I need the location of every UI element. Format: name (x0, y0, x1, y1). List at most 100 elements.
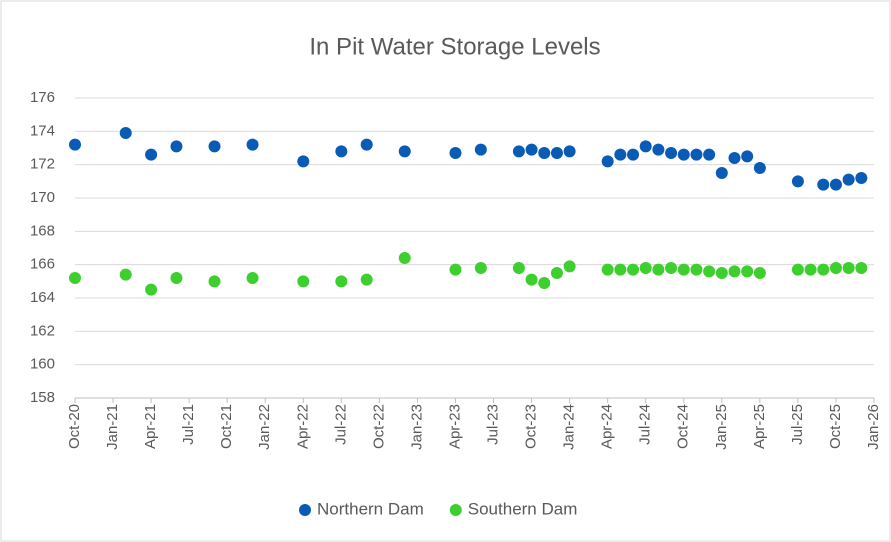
data-point (791, 263, 804, 276)
data-point (665, 262, 678, 274)
data-point (208, 275, 221, 288)
data-point (474, 262, 487, 274)
data-point (119, 268, 132, 281)
data-point (525, 143, 538, 156)
data-point (728, 265, 741, 278)
data-point (741, 265, 754, 278)
data-point (145, 283, 158, 296)
x-tick-label: Jan-22 (256, 404, 273, 450)
data-point (715, 267, 728, 279)
data-point (614, 148, 627, 161)
data-point (627, 148, 640, 161)
data-point (855, 172, 868, 184)
data-point (335, 145, 348, 158)
data-point (652, 143, 665, 156)
data-point (538, 147, 551, 159)
data-point (690, 263, 703, 276)
legend-marker (449, 504, 462, 516)
y-tick-label: 162 (30, 322, 55, 339)
x-tick-label: Oct-25 (827, 404, 844, 449)
data-point (360, 273, 373, 286)
data-point (614, 263, 627, 276)
data-point (119, 127, 132, 139)
x-tick-label: Oct-20 (66, 404, 83, 449)
data-point (208, 140, 221, 153)
data-point (842, 262, 855, 274)
x-tick-label: Jan-21 (104, 404, 121, 450)
data-point (855, 262, 868, 274)
data-point (817, 263, 830, 276)
data-point (563, 260, 576, 273)
x-tick-label: Jul-25 (789, 404, 806, 445)
data-point (842, 173, 855, 186)
data-point (297, 275, 310, 288)
x-tick-label: Oct-22 (370, 404, 387, 449)
data-point (804, 263, 817, 276)
x-tick-label: Jul-23 (484, 404, 501, 445)
data-point (449, 147, 462, 159)
data-point (639, 262, 652, 274)
data-point (170, 140, 183, 153)
data-point (145, 148, 158, 161)
y-tick-label: 166 (30, 256, 55, 273)
y-tick-label: 170 (30, 189, 55, 206)
data-point (360, 138, 373, 151)
data-point (246, 138, 259, 151)
data-point (69, 138, 81, 151)
y-tick-label: 176 (30, 89, 55, 106)
data-point (753, 162, 766, 174)
x-tick-label: Apr-22 (294, 404, 311, 449)
data-point (297, 155, 310, 168)
data-point (829, 178, 842, 191)
data-point (703, 265, 716, 278)
x-tick-label: Oct-24 (675, 404, 692, 449)
data-point (601, 263, 614, 276)
data-point (753, 267, 766, 279)
data-point (538, 277, 551, 289)
data-point (639, 140, 652, 153)
y-tick-label: 172 (30, 156, 55, 173)
x-tick-label: Oct-21 (218, 404, 235, 449)
data-point (652, 263, 665, 276)
data-point (741, 150, 754, 163)
y-tick-label: 158 (30, 389, 55, 406)
x-tick-label: Apr-21 (142, 404, 159, 449)
x-tick-label: Jan-23 (408, 404, 425, 450)
data-point (715, 167, 728, 179)
data-point (627, 263, 640, 276)
data-point (791, 175, 804, 188)
data-point (335, 275, 348, 288)
x-tick-label: Jul-24 (637, 404, 654, 445)
legend-label: Southern Dam (468, 499, 578, 518)
data-point (69, 272, 81, 284)
data-point (474, 143, 487, 156)
data-point (690, 148, 703, 161)
x-tick-label: Jan-25 (713, 404, 730, 450)
y-tick-label: 164 (30, 289, 55, 306)
data-point (563, 145, 576, 158)
y-tick-label: 174 (30, 122, 55, 139)
x-tick-label: Jan-26 (865, 404, 882, 450)
x-tick-label: Apr-25 (751, 404, 768, 449)
data-point (677, 263, 690, 276)
x-tick-label: Oct-23 (523, 404, 540, 449)
legend-label: Northern Dam (317, 499, 424, 518)
data-point (817, 178, 830, 191)
data-point (398, 145, 411, 158)
x-tick-label: Apr-23 (446, 404, 463, 449)
data-point (398, 252, 411, 264)
data-point (170, 272, 183, 284)
data-point (829, 262, 842, 274)
x-tick-label: Jan-24 (561, 404, 578, 450)
data-point (550, 267, 563, 279)
y-tick-label: 160 (30, 356, 55, 373)
data-point (512, 262, 525, 274)
legend-marker (299, 504, 311, 516)
data-point (246, 272, 259, 284)
data-point (601, 155, 614, 168)
data-point (665, 147, 678, 159)
data-point (550, 147, 563, 159)
data-point (703, 148, 716, 161)
y-tick-label: 168 (30, 222, 55, 239)
